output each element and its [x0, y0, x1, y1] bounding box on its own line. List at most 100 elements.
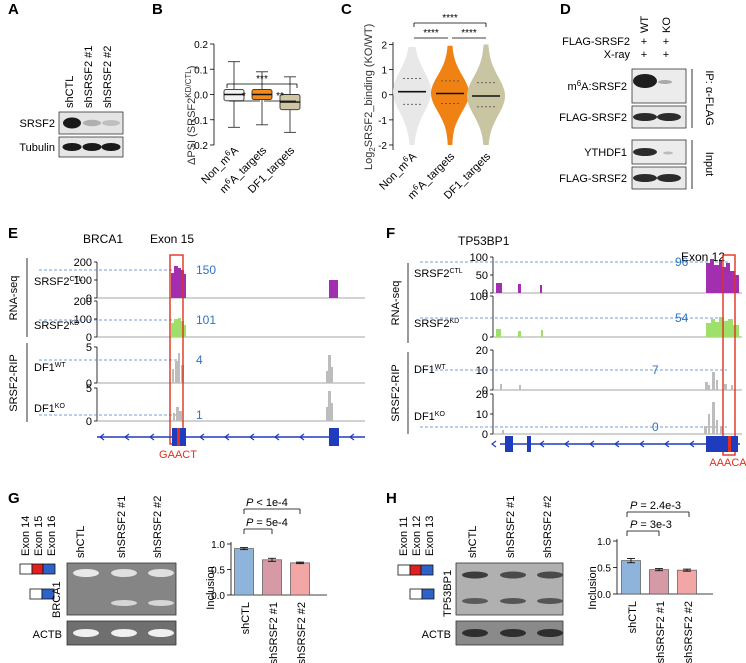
- exon-block: [505, 436, 513, 452]
- gene-name: TP53BP1: [458, 234, 510, 248]
- coverage-peak: [733, 325, 739, 337]
- coverage-peak: [178, 353, 180, 383]
- coverage-peak: [712, 372, 715, 390]
- strand-arrows: [491, 440, 695, 448]
- loading-label: ACTB: [422, 629, 451, 641]
- y-tick-label: 0.0: [597, 590, 611, 601]
- blot-band: [633, 74, 657, 88]
- coverage-peak: [714, 265, 719, 293]
- coverage-peak: [704, 426, 707, 434]
- track-name: SRSF2CTL: [34, 276, 83, 288]
- coverage-peak: [724, 384, 727, 390]
- track-name: SRSF2KD: [414, 318, 459, 330]
- blot-label: FLAG-SRSF2: [559, 112, 627, 124]
- y-tick-label: 1.0: [597, 537, 611, 548]
- track-tick-label: 0: [86, 416, 92, 428]
- plus-sign: +: [641, 49, 647, 61]
- panel-letter: A: [8, 1, 19, 18]
- blot-band: [62, 143, 82, 151]
- track-value: 4: [196, 353, 203, 367]
- coverage-peak: [178, 268, 181, 298]
- motif-label: GAACT: [159, 449, 197, 461]
- track-value: 101: [196, 313, 216, 327]
- y-tick-label: -0.1: [191, 116, 209, 127]
- coverage-peak: [706, 323, 711, 337]
- coverage-peak: [326, 371, 328, 383]
- blot-band: [663, 151, 673, 155]
- coverage-peak: [715, 322, 719, 337]
- exon-label: Exon 12: [681, 250, 725, 264]
- sig-stars: ****: [442, 13, 458, 24]
- coverage-peak: [496, 283, 502, 293]
- panel-g: G Exon 14 Exon 15 Exon 16 shCTL shSRSF2 …: [8, 490, 327, 663]
- lane-label: shSRSF2 #1: [116, 496, 128, 558]
- blot-band: [82, 143, 102, 151]
- blot-band: [633, 113, 657, 121]
- gel-band: [537, 629, 563, 637]
- bar: [621, 560, 641, 595]
- strand-arrow: [199, 433, 205, 441]
- bar: [262, 559, 282, 596]
- coverage-peak: [502, 430, 504, 434]
- track-tick-label: 20: [476, 389, 488, 401]
- coverage-peak: [328, 355, 331, 383]
- gene-label: BRCA1: [51, 581, 63, 618]
- panel-letter: D: [560, 1, 571, 18]
- column-label: KO: [661, 17, 673, 33]
- blot-band: [658, 80, 672, 84]
- exon-label: Exon 13: [424, 516, 436, 556]
- group-label: SRSF2-RIP: [8, 354, 20, 411]
- y-axis-label: Inclusion: [205, 566, 217, 609]
- lane-label: shSRSF2 #2: [542, 496, 554, 558]
- panel-letter: F: [386, 225, 395, 242]
- panel-c: C Log2SRSF2_binding (KO/WT) -2-1012Non_m…: [341, 1, 505, 202]
- gel-band: [462, 598, 488, 604]
- coverage-peak: [184, 274, 186, 298]
- loading-label: ACTB: [33, 629, 62, 641]
- coverage-peak: [716, 420, 718, 434]
- p-value: P = 2.4e-3: [630, 500, 681, 512]
- coverage-peak: [171, 273, 174, 298]
- sig-stars: ***: [256, 74, 268, 85]
- track-value: 1: [196, 408, 203, 422]
- coverage-peak: [175, 361, 178, 383]
- track-name: DF1KO: [34, 403, 65, 415]
- coverage-peak: [184, 325, 186, 337]
- y-tick-label: -2: [378, 141, 387, 152]
- blot-band: [83, 119, 101, 127]
- gel-band: [73, 629, 99, 637]
- exon-diagram-box: [420, 564, 434, 576]
- gel-band: [500, 571, 526, 579]
- exon-label: Exon 11: [398, 516, 410, 556]
- y-tick-label: -0.2: [191, 141, 209, 152]
- panel-letter: H: [386, 490, 397, 507]
- category-label: shSRSF2 #1: [655, 601, 667, 663]
- y-tick-label: 0.5: [211, 566, 225, 577]
- coverage-peak: [719, 261, 722, 293]
- coverage-peak: [711, 319, 715, 337]
- exon-block: [706, 436, 738, 452]
- exon-diagram-box: [42, 563, 56, 575]
- gel-band: [148, 600, 174, 606]
- strand-arrow: [249, 433, 255, 441]
- track-tick-label: 0: [482, 385, 488, 397]
- exon-diagram-box: [29, 588, 43, 600]
- y-tick-label: 0.0: [194, 91, 208, 102]
- group-label: RNA-seq: [8, 276, 20, 321]
- strand-arrow: [639, 440, 645, 448]
- exon-label: Exon 16: [46, 516, 58, 556]
- gel-band: [500, 629, 526, 637]
- coverage-peak: [174, 266, 178, 298]
- blot-label: FLAG-SRSF2: [559, 173, 627, 185]
- coverage-peak: [500, 384, 502, 390]
- group-label: IP: α-FLAG: [703, 70, 715, 125]
- panel-letter: C: [341, 1, 352, 18]
- coverage-peak: [708, 385, 710, 390]
- y-tick-label: -1: [378, 116, 387, 127]
- track-value: 150: [196, 263, 216, 277]
- y-axis-label: Inclusion: [587, 566, 599, 609]
- condition-label: FLAG-SRSF2: [562, 36, 630, 48]
- sig-stars: *: [242, 91, 246, 102]
